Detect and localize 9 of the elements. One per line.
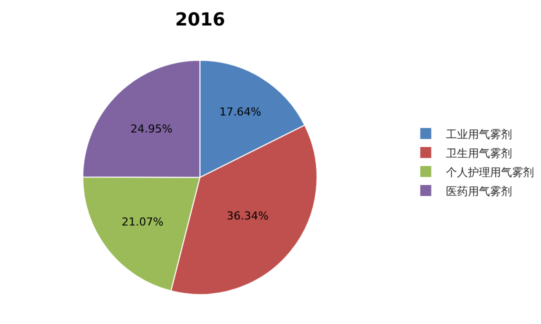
legend-label: 个人护理用气雾剂 — [446, 166, 534, 179]
data-label: 24.95% — [130, 122, 172, 136]
data-label: 36.34% — [226, 209, 269, 222]
data-label: 17.64% — [219, 106, 262, 119]
legend-label: 医药用气雾剂 — [446, 184, 512, 198]
chart-title: 2016 — [175, 10, 226, 31]
legend-label: 卫生用气雾剂 — [446, 146, 512, 160]
data-label: 21.07% — [122, 215, 164, 228]
legend-label: 工业用气雾剂 — [446, 128, 512, 141]
